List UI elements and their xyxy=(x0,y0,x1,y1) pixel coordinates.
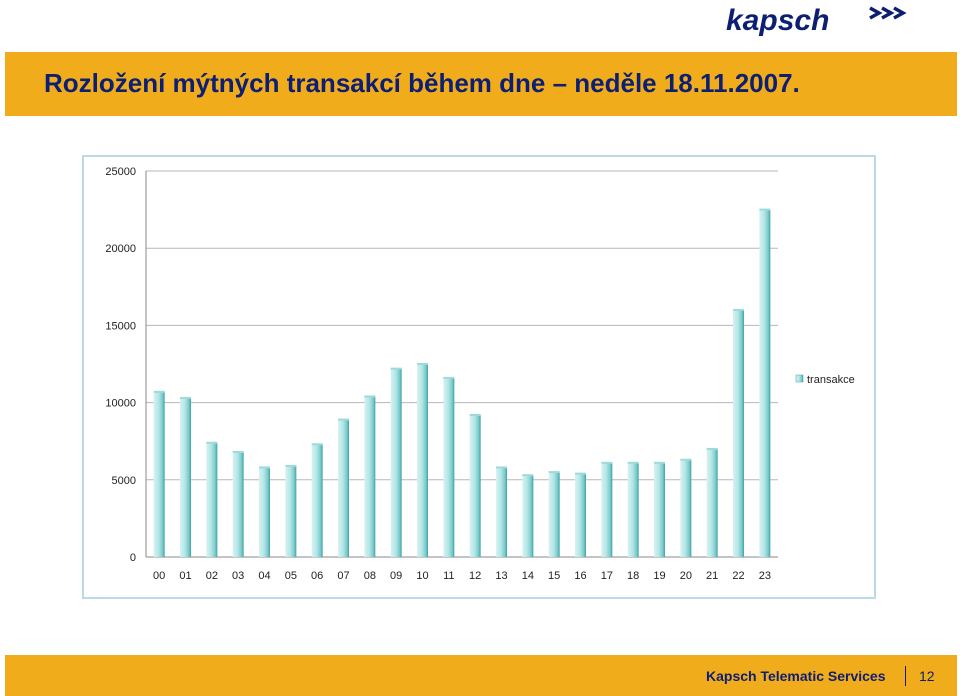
gridlines xyxy=(146,170,778,481)
axes xyxy=(145,171,778,558)
x-tick-label: 10 xyxy=(416,570,428,582)
bar-11 xyxy=(443,377,455,557)
bar-cap-06 xyxy=(311,443,323,446)
bars xyxy=(153,208,771,557)
y-tick-label: 20000 xyxy=(105,243,136,255)
x-tick-label: 00 xyxy=(153,570,165,582)
y-tick-labels: 0 5000 10000 15000 20000 25000 xyxy=(105,166,136,564)
x-tick-label: 02 xyxy=(206,570,218,582)
bar-cap-00 xyxy=(153,390,165,393)
x-tick-label: 21 xyxy=(706,570,718,582)
bar-cap-18 xyxy=(627,461,639,464)
bar-cap-16 xyxy=(575,472,586,475)
x-tick-label: 09 xyxy=(390,570,402,582)
x-tick-label: 13 xyxy=(495,570,507,582)
x-tick-label: 17 xyxy=(601,570,613,582)
bar-cap-19 xyxy=(654,461,665,464)
y-tick-label: 10000 xyxy=(105,398,136,410)
bar-16 xyxy=(575,473,586,557)
bar-cap-11 xyxy=(443,376,455,379)
bar-cap-01 xyxy=(180,396,191,399)
legend: transakce xyxy=(795,374,855,386)
x-tick-label: 23 xyxy=(759,570,771,582)
footer-company: Kapsch Telematic Services xyxy=(706,668,886,684)
bar-01 xyxy=(180,397,191,557)
bar-18 xyxy=(627,462,639,557)
bar-cap-10 xyxy=(417,363,428,365)
bar-14 xyxy=(522,475,534,557)
bar-06 xyxy=(311,444,323,557)
x-tick-label: 04 xyxy=(258,570,270,582)
bar-cap-09 xyxy=(390,367,402,370)
x-tick-label: 19 xyxy=(653,570,665,582)
title-band xyxy=(5,52,957,116)
x-tick-label: 03 xyxy=(232,570,244,582)
bar-20 xyxy=(680,459,692,557)
bar-cap-23 xyxy=(759,208,771,211)
bar-cap-08 xyxy=(364,395,376,398)
x-tick-label: 18 xyxy=(627,570,639,582)
bar-cap-02 xyxy=(206,441,218,444)
page-number: 12 xyxy=(919,668,935,684)
bar-cap-14 xyxy=(522,474,534,477)
bar-04 xyxy=(259,467,270,557)
bar-10 xyxy=(417,364,428,557)
x-tick-label: 12 xyxy=(469,570,481,582)
bar-cap-20 xyxy=(680,458,692,461)
bar-cap-22 xyxy=(733,308,744,311)
x-tick-label: 05 xyxy=(285,570,297,582)
bar-03 xyxy=(232,452,244,557)
bar-07 xyxy=(338,419,349,557)
x-tick-label: 11 xyxy=(443,570,454,582)
y-tick-label: 5000 xyxy=(112,475,136,487)
bar-cap-15 xyxy=(548,471,560,474)
bar-09 xyxy=(390,368,402,557)
bar-22 xyxy=(733,309,744,557)
footer-separator xyxy=(905,666,906,686)
legend-label: transakce xyxy=(807,374,855,386)
x-tick-label: 15 xyxy=(548,570,560,582)
x-tick-labels: 00 01 02 03 04 05 06 07 08 09 10 11 12 13 14 15 16 17 18 19… xyxy=(153,570,771,582)
slide-title: Rozložení mýtných transakcí během dne – … xyxy=(44,68,800,98)
bar-15 xyxy=(548,472,560,557)
logo-text: kapsch xyxy=(726,4,829,37)
bar-cap-04 xyxy=(259,466,270,469)
bar-cap-17 xyxy=(601,461,613,464)
bar-cap-05 xyxy=(285,464,297,467)
y-tick-label: 25000 xyxy=(105,166,136,178)
bar-cap-07 xyxy=(338,418,349,421)
bar-08 xyxy=(364,396,376,557)
bar-cap-13 xyxy=(496,466,507,469)
bar-02 xyxy=(206,442,218,557)
bar-23 xyxy=(759,209,771,557)
bar-cap-21 xyxy=(706,447,718,450)
bar-cap-03 xyxy=(232,451,244,454)
bar-12 xyxy=(469,414,481,557)
y-tick-label: 0 xyxy=(130,552,136,564)
bar-chart: 0 5000 10000 15000 20000 25000 00 01 02 03 04 05 06… xyxy=(105,166,855,582)
bar-05 xyxy=(285,465,297,557)
x-tick-label: 08 xyxy=(364,570,376,582)
logo-chevrons-icon xyxy=(869,6,907,20)
x-tick-label: 16 xyxy=(574,570,586,582)
bar-21 xyxy=(706,448,718,557)
x-tick-label: 01 xyxy=(179,570,191,582)
x-tick-label: 07 xyxy=(337,570,349,582)
bar-13 xyxy=(496,467,507,557)
kapsch-logo: kapsch xyxy=(726,4,907,37)
y-tick-label: 15000 xyxy=(105,320,136,332)
footer-band xyxy=(5,655,957,696)
bar-17 xyxy=(601,462,613,557)
bar-00 xyxy=(153,391,165,557)
bar-19 xyxy=(654,462,665,557)
x-tick-label: 22 xyxy=(732,570,744,582)
x-tick-label: 20 xyxy=(680,570,692,582)
x-tick-label: 06 xyxy=(311,570,323,582)
legend-swatch xyxy=(795,374,804,383)
bar-cap-12 xyxy=(469,413,481,416)
x-tick-label: 14 xyxy=(522,570,534,582)
